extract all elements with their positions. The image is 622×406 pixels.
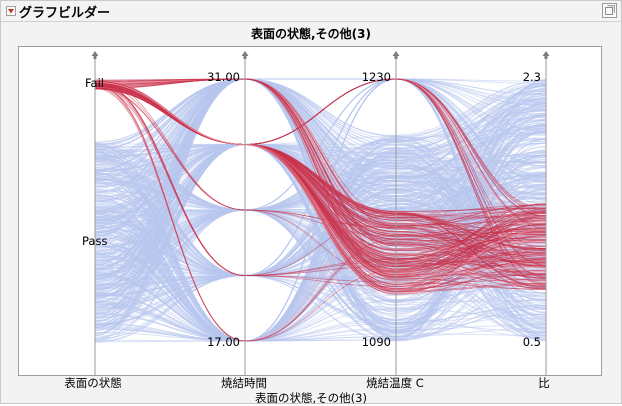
pass-record-line [94, 172, 547, 342]
pass-record-line [94, 200, 547, 276]
pass-record-line [94, 179, 547, 276]
fail-record-line [94, 78, 547, 230]
pass-record-line [94, 78, 547, 255]
fail-record-line [94, 78, 547, 250]
chart-title: 表面の状態,その他(3) [251, 27, 371, 41]
category-label-fail: Fail [85, 76, 104, 90]
fail-record-line [94, 78, 547, 244]
pass-record-line [94, 140, 547, 201]
pass-record-line [94, 155, 547, 333]
pass-record-line [94, 189, 547, 328]
axis-max-label: 1230 [362, 70, 391, 84]
pass-record-line [94, 258, 547, 342]
axis-label-ratio[interactable]: 比 [538, 376, 550, 390]
drag-handle-icon[interactable] [91, 51, 99, 59]
title-bar: グラフビルダー [1, 1, 621, 22]
axis-min-label: 17.00 [207, 335, 240, 349]
pass-record-line [94, 197, 547, 266]
axis-label-sinter-time[interactable]: 焼結時間 [221, 376, 267, 390]
drag-handle-icon[interactable] [392, 51, 400, 59]
pass-record-line [94, 265, 547, 342]
fail-record-line [94, 84, 547, 276]
plot-area[interactable]: Fail Pass 31.00 17.00 1230 1090 2.3 0.5 [18, 46, 602, 376]
axis-max-label: 2.3 [523, 70, 541, 84]
fail-record-line [94, 80, 547, 288]
pass-record-line [94, 78, 547, 342]
axis-min-label: 0.5 [523, 335, 541, 349]
fail-record-line [94, 83, 547, 229]
axis-max-label: 31.00 [207, 70, 240, 84]
pass-record-line [94, 78, 547, 293]
drag-handle-icon[interactable] [542, 51, 550, 59]
parallel-plot: Fail Pass 31.00 17.00 1230 1090 2.3 0.5 [82, 51, 550, 375]
pass-record-line [94, 245, 547, 342]
pass-record-line [94, 173, 547, 276]
axis-label-sinter-temp[interactable]: 焼結温度 C [366, 376, 424, 390]
window-menu-icon[interactable] [602, 3, 617, 18]
fail-series-lines [94, 78, 547, 342]
fail-record-line [94, 87, 547, 285]
fail-record-line [94, 79, 547, 277]
pass-record-line [94, 190, 547, 297]
category-label-pass: Pass [82, 234, 107, 248]
fail-record-line [94, 78, 547, 236]
drag-handle-icon[interactable] [241, 51, 249, 59]
pass-record-line [94, 78, 547, 206]
axis-min-label: 1090 [362, 335, 391, 349]
pass-record-line [94, 160, 547, 342]
fail-record-line [94, 81, 547, 292]
pass-record-line [94, 78, 547, 342]
window-title: グラフビルダー [19, 6, 111, 21]
axes-layer: Fail Pass 31.00 17.00 1230 1090 2.3 0.5 [82, 51, 550, 375]
fail-record-line [94, 82, 547, 287]
fail-record-line [94, 86, 547, 264]
pass-record-line [94, 121, 547, 276]
axis-label-surface-state[interactable]: 表面の状態 [64, 376, 122, 390]
x-axis-title: 表面の状態,その他(3) [255, 391, 367, 405]
pass-record-line [94, 326, 547, 342]
pass-record-line [94, 78, 547, 232]
disclosure-triangle-icon[interactable] [6, 6, 16, 16]
